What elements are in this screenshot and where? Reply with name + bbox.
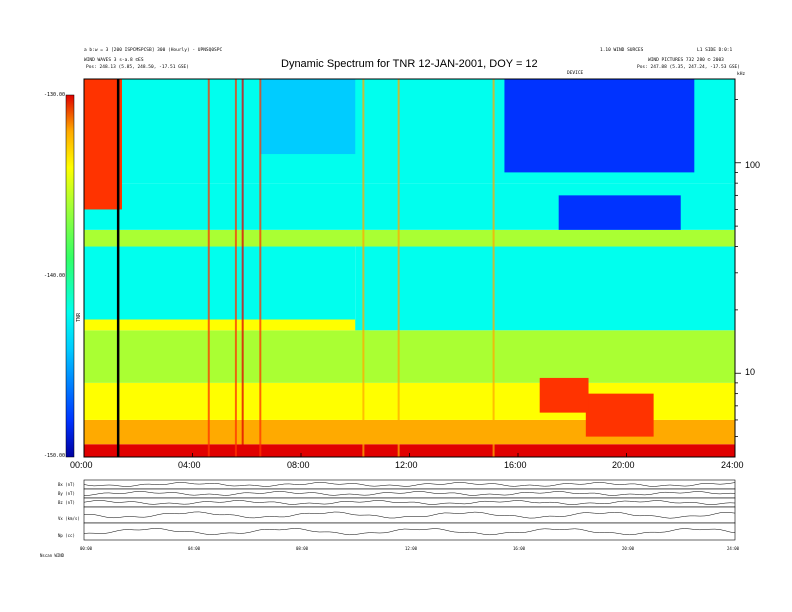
x-tick-label-1: 04:00 (178, 460, 201, 470)
colorbar-tick-mid: -140.00 (44, 273, 66, 279)
spectrogram-heatmap (84, 79, 735, 457)
heatmap-band-13 (84, 79, 122, 210)
colorbar-label: TNR (76, 312, 82, 322)
heatmap-band-3 (84, 330, 735, 383)
panel-x-tick-6: 24:00 (727, 546, 740, 551)
heatmap-band-4 (84, 319, 369, 331)
panel-trace-0 (83, 482, 736, 487)
heatmap-band-15 (539, 377, 589, 413)
y-tick-label-10: 10 (745, 367, 756, 377)
heatmap-spike-0 (116, 79, 120, 457)
y-tick-label-100: 100 (745, 160, 761, 170)
x-tick-label-5: 20:00 (612, 460, 635, 470)
panel-footer-label: Nscan WIND (40, 553, 65, 558)
heatmap-spike-5 (362, 79, 365, 457)
header-left-position: Pos: 248.13 (5.85, 248.50, -17.51 GSE) (86, 65, 189, 70)
panel-frame-3 (83, 506, 736, 524)
panel-trace-2 (83, 500, 736, 505)
panel-frame-4 (83, 522, 736, 541)
panel-label-bx: Bx (nT) (58, 482, 75, 487)
x-tick-label-4: 16:00 (504, 460, 527, 470)
header-device-label: DEVICE (567, 71, 584, 76)
header-left-line2: WIND WAVES 3 s-a.8 ©ES (84, 58, 144, 63)
panel-x-tick-0: 00:00 (80, 546, 93, 551)
heatmap-band-11 (260, 79, 356, 155)
panel-x-tick-1: 04:00 (188, 546, 201, 551)
x-tick-label-3: 12:00 (395, 460, 418, 470)
panel-label-np: Np (cc) (58, 533, 75, 538)
heatmap-spike-1 (207, 79, 210, 457)
panel-x-tick-5: 20:00 (622, 546, 635, 551)
colorbar (65, 94, 75, 458)
x-tick-label-0: 00:00 (70, 460, 93, 470)
panel-label-vx: Vx (km/s) (58, 516, 80, 521)
colorbar-tick-top: -130.00 (44, 92, 66, 98)
header-left-line1: a b:w = 3 [200 ISPCMSPCSB] 300 (Hourly) … (84, 48, 223, 53)
heatmap-spike-7 (492, 79, 495, 457)
heatmap-spike-4 (259, 79, 262, 457)
x-tick-label-2: 08:00 (287, 460, 310, 470)
heatmap-band-14 (585, 393, 654, 437)
heatmap-spike-3 (241, 79, 244, 457)
panel-label-bz: Bz (nT) (58, 500, 75, 505)
panel-frame-2 (83, 497, 736, 508)
panel-x-tick-2: 08:00 (296, 546, 309, 551)
header-right-line3: WIND PICTURES 732 280 © 2003 (648, 58, 724, 63)
chart-title: Dynamic Spectrum for TNR 12-JAN-2001, DO… (281, 58, 538, 70)
panel-x-tick-4: 16:00 (513, 546, 526, 551)
heatmap-band-10 (504, 79, 695, 173)
header-right-line2: L1 SIDE D:0:1 (697, 48, 733, 53)
panel-x-tick-3: 12:00 (405, 546, 418, 551)
panel-trace-4 (83, 528, 736, 536)
heatmap-spike-2 (234, 79, 237, 457)
header-right-line1: 1.10 WIND SURCES (600, 48, 644, 53)
khz-unit-label: kHz (737, 72, 746, 77)
heatmap-spike-6 (397, 79, 400, 457)
heatmap-band-7 (84, 229, 735, 247)
panel-trace-1 (83, 491, 736, 496)
panel-label-by: By (nT) (58, 491, 75, 496)
heatmap-band-5 (84, 246, 356, 320)
colorbar-tick-bottom: -150.00 (44, 453, 66, 459)
bottom-panels (83, 479, 736, 541)
heatmap-band-6 (355, 246, 735, 331)
axes (83, 98, 741, 457)
header-right-position: Pos: 247.88 (5.35, 247.24, -17.53 GSE) (637, 65, 740, 70)
heatmap-band-0 (84, 444, 735, 457)
x-tick-label-6: 24:00 (721, 460, 744, 470)
heatmap-band-12 (558, 195, 681, 230)
panel-trace-3 (83, 511, 736, 519)
